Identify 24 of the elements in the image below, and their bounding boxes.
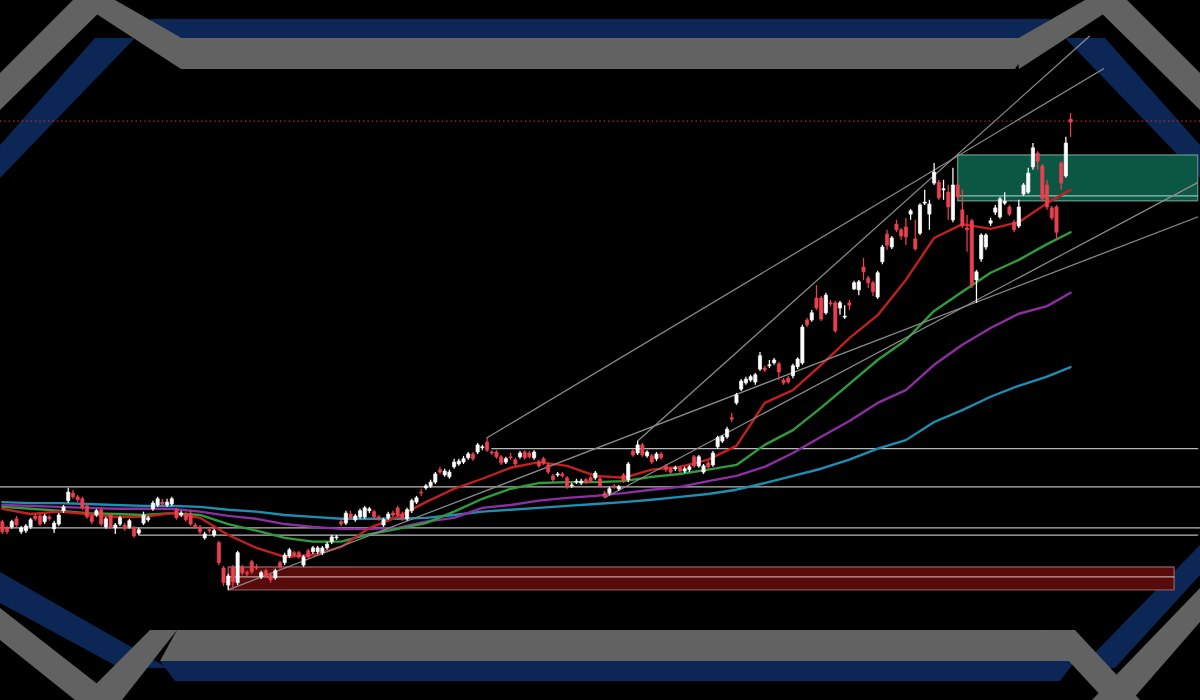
candlestick (885, 229, 890, 251)
candlestick (946, 184, 951, 221)
candlestick (936, 179, 941, 201)
candlestick (221, 565, 226, 587)
candlestick (758, 351, 762, 372)
candlestick (626, 461, 631, 483)
candlestick (1016, 199, 1021, 229)
candlestick (913, 219, 918, 252)
candlestick (99, 507, 104, 527)
candlestick (230, 564, 235, 589)
candlestick (941, 179, 946, 201)
candlestick (979, 232, 984, 263)
candlestick (1035, 150, 1040, 171)
candlestick (1068, 112, 1073, 138)
candlestick (974, 269, 979, 304)
candlestick (861, 257, 866, 281)
candlestick (776, 361, 781, 381)
candlestick (903, 217, 908, 246)
candlestick (1059, 160, 1064, 191)
candlestick (216, 540, 221, 566)
candlestick (1030, 142, 1035, 171)
candlestick (932, 162, 937, 186)
candlestick (880, 244, 885, 265)
candlestick (823, 292, 828, 316)
